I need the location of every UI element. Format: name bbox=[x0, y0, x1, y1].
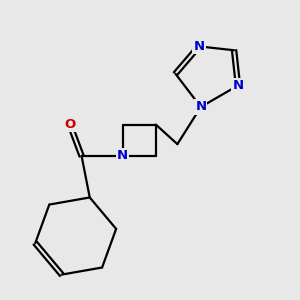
Text: N: N bbox=[232, 79, 244, 92]
Text: N: N bbox=[195, 100, 206, 113]
Text: O: O bbox=[64, 118, 76, 131]
Text: N: N bbox=[193, 40, 204, 53]
Text: N: N bbox=[117, 149, 128, 162]
